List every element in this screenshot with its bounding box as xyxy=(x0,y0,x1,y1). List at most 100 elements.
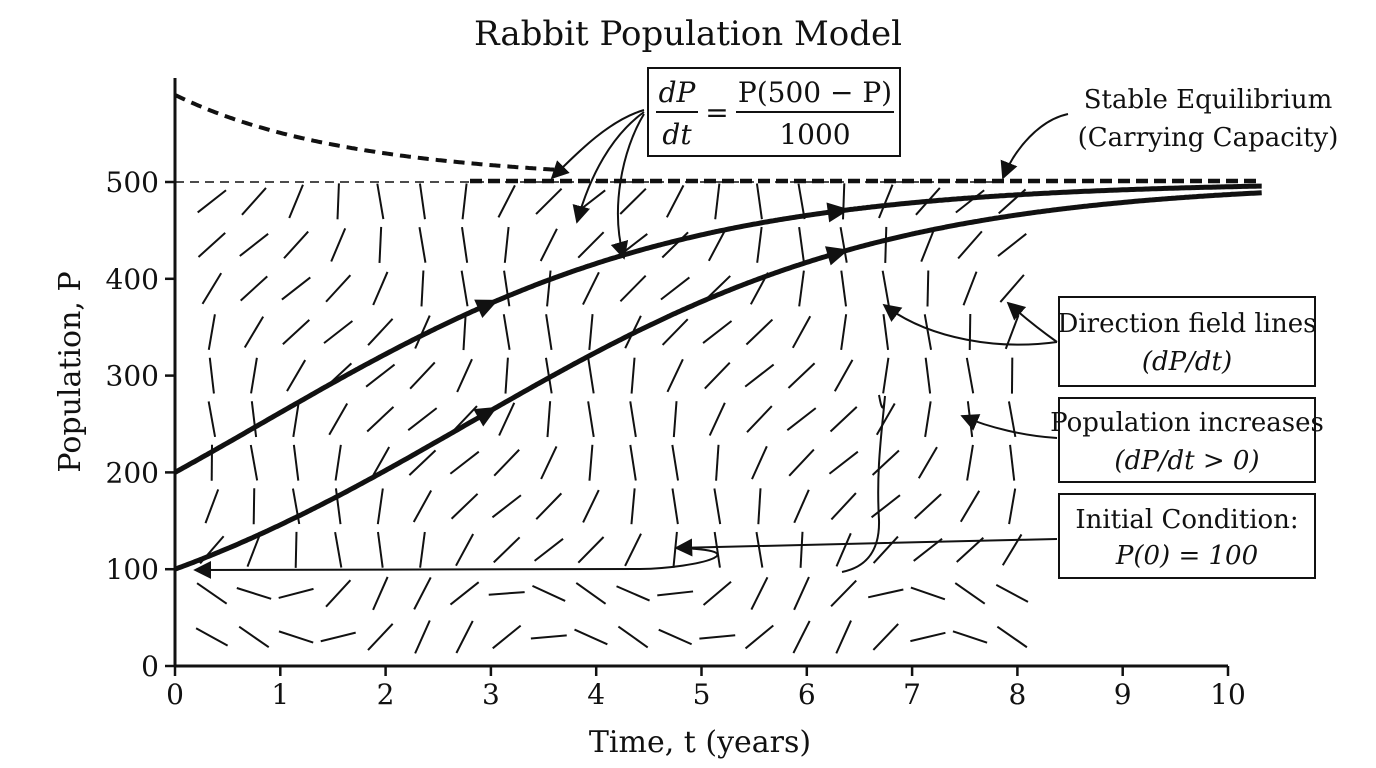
field-segment xyxy=(1004,314,1020,350)
field-segment xyxy=(250,357,258,394)
field-segment xyxy=(788,448,815,477)
field-segment xyxy=(493,536,521,564)
x-ticks: 0 1 2 3 4 5 6 7 8 9 10 xyxy=(166,666,1246,711)
initial-condition-sublabel: P(0) = 100 xyxy=(1115,541,1258,571)
solution-curves xyxy=(173,93,1263,572)
field-segment xyxy=(616,585,650,602)
field-segment xyxy=(835,620,852,654)
field-segment xyxy=(545,314,553,350)
field-segment xyxy=(334,531,343,568)
field-segment xyxy=(462,314,467,351)
field-segment xyxy=(757,488,762,525)
field-segment xyxy=(671,488,679,525)
curve-direction-arrow xyxy=(826,202,850,223)
y-tick-label: 0 xyxy=(141,650,159,683)
field-segment xyxy=(574,628,608,646)
field-segment xyxy=(704,361,731,390)
x-tick-label: 0 xyxy=(166,678,184,711)
field-segment xyxy=(283,230,309,259)
x-tick-label: 9 xyxy=(1114,678,1132,711)
field-segment xyxy=(455,620,474,654)
chart-title: Rabbit Population Model xyxy=(474,14,902,54)
field-segment xyxy=(923,314,933,350)
field-segment xyxy=(756,226,763,263)
field-segment xyxy=(619,187,647,215)
field-segment xyxy=(294,531,298,568)
equation-lhs-denominator: dt xyxy=(662,118,692,151)
field-segment xyxy=(587,401,595,438)
field-segment xyxy=(799,531,804,568)
field-segment xyxy=(334,444,342,481)
y-tick-label: 500 xyxy=(106,166,159,199)
x-axis-label: Time, t (years) xyxy=(589,725,811,760)
field-segment xyxy=(840,314,848,351)
field-segment xyxy=(582,489,600,523)
annotation-arrows xyxy=(193,109,1069,579)
field-segment xyxy=(828,450,859,475)
field-segment xyxy=(546,401,552,438)
field-segment xyxy=(196,582,228,605)
field-segment xyxy=(460,270,469,307)
field-segment xyxy=(658,628,693,646)
y-axis-label: Population, P xyxy=(53,271,88,472)
direction-field-arrow-2 xyxy=(1006,301,1058,343)
field-segment xyxy=(292,401,300,438)
field-segment xyxy=(372,576,389,611)
field-segment xyxy=(745,318,774,346)
field-segment xyxy=(330,227,347,262)
field-segment xyxy=(954,582,986,605)
x-tick-label: 10 xyxy=(1210,678,1246,711)
field-segment xyxy=(1008,488,1017,525)
x-tick-label: 4 xyxy=(587,678,605,711)
field-segment xyxy=(207,314,216,350)
field-segment xyxy=(413,576,432,610)
field-segment xyxy=(965,357,975,394)
field-segment xyxy=(920,227,936,263)
solution-curve-2 xyxy=(174,93,565,173)
field-segment xyxy=(577,536,605,564)
field-segment xyxy=(238,625,270,649)
field-segment xyxy=(798,270,805,307)
field-segment xyxy=(744,363,775,388)
field-segment xyxy=(367,318,394,346)
field-segment xyxy=(497,184,516,218)
equation-lhs-numerator: dP xyxy=(659,76,697,109)
field-segment xyxy=(292,444,300,481)
field-segment xyxy=(792,620,811,654)
equation-rhs-numerator: P(500 − P) xyxy=(738,76,892,109)
field-segment xyxy=(872,535,899,564)
field-segment xyxy=(418,227,427,263)
field-segment xyxy=(504,357,509,394)
field-segment xyxy=(997,232,1027,257)
field-segment xyxy=(197,232,226,258)
curve-direction-arrow xyxy=(473,406,498,427)
field-segment xyxy=(996,625,1028,649)
field-segment xyxy=(376,183,385,220)
field-segment xyxy=(370,446,391,479)
equation-arrow-3 xyxy=(610,113,645,260)
field-segment xyxy=(629,444,637,481)
field-segment xyxy=(208,357,215,394)
field-segment xyxy=(498,402,516,436)
field-segment xyxy=(414,315,431,349)
field-segment xyxy=(493,449,520,477)
field-segment xyxy=(328,403,349,436)
field-segment xyxy=(955,189,985,214)
field-segment xyxy=(957,230,983,260)
field-segment xyxy=(995,583,1029,603)
field-segment xyxy=(839,227,848,263)
field-segment xyxy=(924,357,932,394)
field-segment xyxy=(702,580,732,606)
field-segment xyxy=(952,630,988,644)
initial-condition-hook xyxy=(841,394,886,573)
field-segment xyxy=(871,449,900,476)
field-segment xyxy=(587,357,595,394)
field-segment xyxy=(881,270,890,307)
field-segment xyxy=(372,271,389,306)
x-tick-label: 6 xyxy=(798,678,816,711)
field-segment xyxy=(246,532,262,567)
field-segment xyxy=(672,401,678,438)
equation-rhs-denominator: 1000 xyxy=(779,118,850,151)
field-segment xyxy=(666,358,684,393)
direction-field xyxy=(195,183,1029,654)
